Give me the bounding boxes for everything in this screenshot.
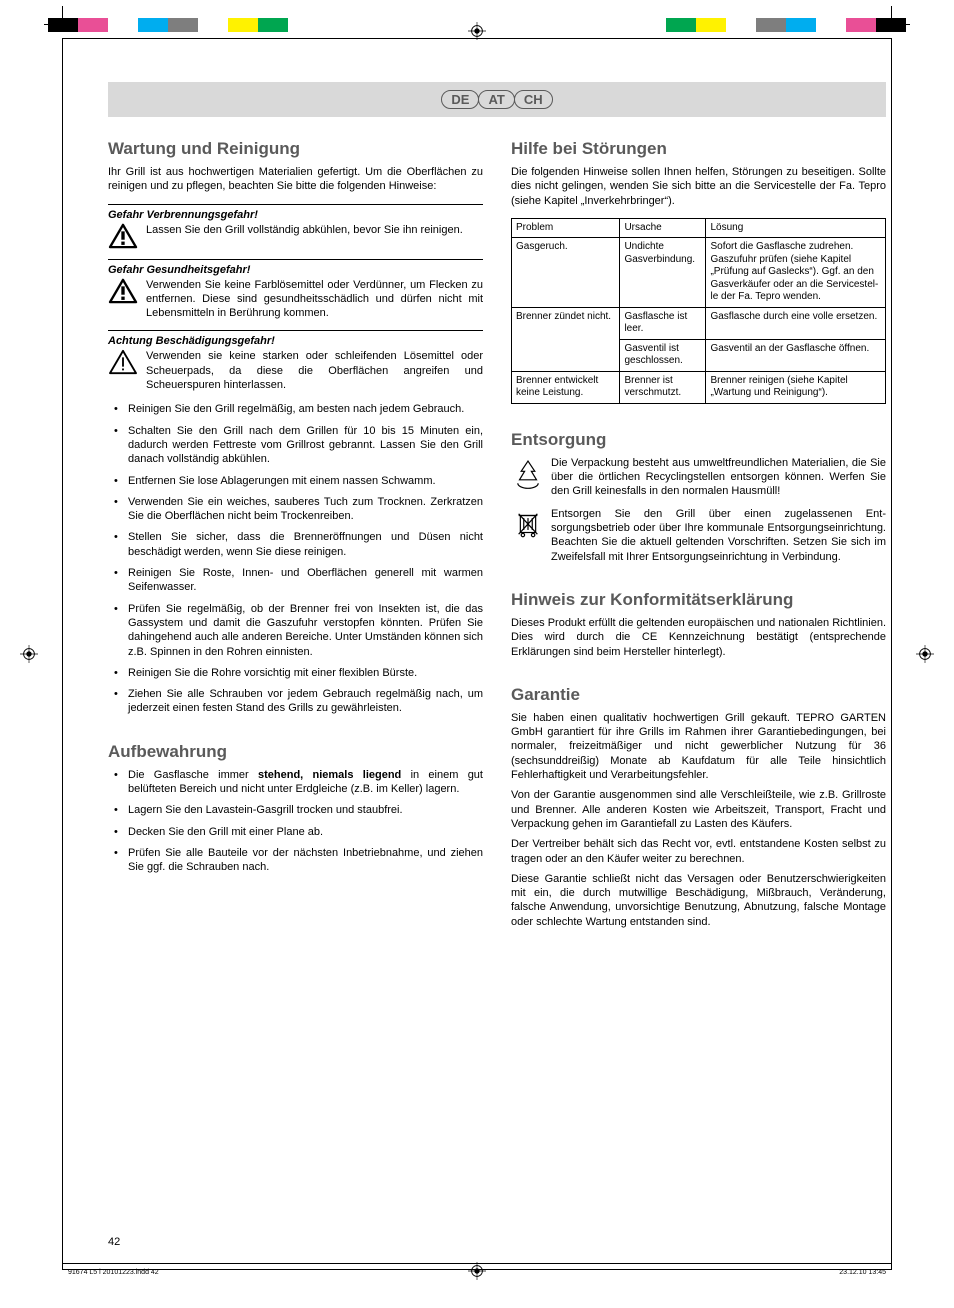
list-item: Lagern Sie den Lavastein-Gasgrill trocke… bbox=[128, 803, 483, 817]
list-item: Decken Sie den Grill mit einer Plane ab. bbox=[128, 825, 483, 839]
list-item: Reinigen Sie die Rohre vorsichtig mit ei… bbox=[128, 666, 483, 680]
warning-text: Lassen Sie den Grill vollständig abkühle… bbox=[146, 223, 463, 249]
table-row: Brenner entwickelt keine Leistung. Brenn… bbox=[512, 371, 886, 403]
heading-maintenance: Wartung und Reinigung bbox=[108, 139, 483, 159]
disposal-para-bin: Entsorgen Sie den Grill über einen zugel… bbox=[511, 507, 886, 564]
disposal-para-recycle: Die Verpackung besteht aus umweltfreundl… bbox=[511, 456, 886, 499]
troubleshooting-intro: Die folgenden Hinweise sollen Ihnen helf… bbox=[511, 165, 886, 208]
footer-datetime: 23.12.10 13:45 bbox=[839, 1269, 886, 1276]
registration-mark-icon bbox=[916, 645, 934, 663]
warning-heading: Gefahr Verbrennungsgefahr! bbox=[108, 209, 483, 221]
country-pill: CH bbox=[514, 90, 553, 109]
page-number: 42 bbox=[108, 1236, 120, 1248]
list-item: Entfernen Sie lose Ablagerungen mit eine… bbox=[128, 474, 483, 488]
warning-triangle-icon bbox=[108, 278, 138, 321]
table-header: Ursache bbox=[620, 218, 706, 238]
storage-list: Die Gasflasche immer stehend, niemals li… bbox=[108, 768, 483, 875]
list-item: Prüfen Sie alle Bauteile vor der nächste… bbox=[128, 846, 483, 875]
table-header: Lösung bbox=[706, 218, 886, 238]
recycle-icon bbox=[511, 456, 545, 499]
list-item: Stellen Sie sicher, dass die Brenneröffn… bbox=[128, 530, 483, 559]
page-content: DE AT CH Wartung und Reinigung Ihr Grill… bbox=[108, 82, 886, 935]
list-item: Prüfen Sie regelmäßig, ob der Brenner fr… bbox=[128, 602, 483, 659]
maintenance-intro: Ihr Grill ist aus hochwertigen Materiali… bbox=[108, 165, 483, 194]
country-bar: DE AT CH bbox=[108, 82, 886, 117]
right-column: Hilfe bei Störungen Die folgenden Hinwei… bbox=[511, 139, 886, 935]
left-column: Wartung und Reinigung Ihr Grill ist aus … bbox=[108, 139, 483, 935]
disposal-text: Entsorgen Sie den Grill über einen zugel… bbox=[551, 507, 886, 564]
list-item: Schalten Sie den Grill nach dem Grillen … bbox=[128, 424, 483, 467]
warranty-para: Von der Garantie ausgenommen sind alle V… bbox=[511, 788, 886, 831]
warranty-para: Diese Garantie schließt nicht das Versag… bbox=[511, 872, 886, 929]
list-item: Die Gasflasche immer stehend, niemals li… bbox=[128, 768, 483, 797]
table-row: Gasgeruch. Undichte Gasverbin­dung. Sofo… bbox=[512, 238, 886, 308]
warning-text: Verwenden sie keine starken oder schleif… bbox=[146, 349, 483, 392]
warning-text: Verwenden Sie keine Farblösemittel oder … bbox=[146, 278, 483, 321]
troubleshooting-table: Problem Ursache Lösung Gasgeruch. Undich… bbox=[511, 218, 886, 404]
maintenance-list: Reinigen Sie den Grill regelmäßig, am be… bbox=[108, 402, 483, 715]
footer-filename: 91674 L5 i 20101223.indd 42 bbox=[68, 1269, 159, 1276]
heading-warranty: Garantie bbox=[511, 685, 886, 705]
heading-conformity: Hinweis zur Konformitätserklärung bbox=[511, 590, 886, 610]
warning-heading: Gefahr Gesundheitsgefahr! bbox=[108, 264, 483, 276]
warning-damage: Achtung Beschädigungsgefahr! Verwenden s… bbox=[108, 330, 483, 392]
list-item: Reinigen Sie den Grill regelmäßig, am be… bbox=[128, 402, 483, 416]
registration-mark-icon bbox=[20, 645, 38, 663]
heading-troubleshooting: Hilfe bei Störungen bbox=[511, 139, 886, 159]
caution-triangle-icon bbox=[108, 349, 138, 392]
conformity-text: Dieses Produkt erfüllt die geltenden eur… bbox=[511, 616, 886, 659]
footer-divider bbox=[62, 1263, 892, 1264]
warning-heading: Achtung Beschädigungsgefahr! bbox=[108, 335, 483, 347]
warning-triangle-icon bbox=[108, 223, 138, 249]
warranty-para: Sie haben einen qualitativ hochwertigen … bbox=[511, 711, 886, 782]
warning-burn: Gefahr Verbrennungsgefahr! Lassen Sie de… bbox=[108, 204, 483, 249]
country-pill: DE bbox=[441, 90, 479, 109]
heading-disposal: Entsorgung bbox=[511, 430, 886, 450]
list-item: Ziehen Sie alle Schrauben vor jedem Gebr… bbox=[128, 687, 483, 716]
warning-health: Gefahr Gesundheitsgefahr! Verwenden Sie … bbox=[108, 259, 483, 321]
color-strip-left bbox=[48, 18, 288, 32]
color-strip-right bbox=[666, 18, 906, 32]
country-pill: AT bbox=[478, 90, 514, 109]
table-row: Brenner zündet nicht. Gasflasche ist lee… bbox=[512, 307, 886, 339]
heading-storage: Aufbewahrung bbox=[108, 742, 483, 762]
table-header: Problem bbox=[512, 218, 620, 238]
weee-bin-icon bbox=[511, 507, 545, 564]
list-item: Reinigen Sie Roste, Innen- und Oberfläch… bbox=[128, 566, 483, 595]
warranty-para: Der Vertreiber behält sich das Recht vor… bbox=[511, 837, 886, 866]
disposal-text: Die Verpackung besteht aus umweltfreundl… bbox=[551, 456, 886, 499]
list-item: Verwenden Sie ein weiches, sauberes Tuch… bbox=[128, 495, 483, 524]
